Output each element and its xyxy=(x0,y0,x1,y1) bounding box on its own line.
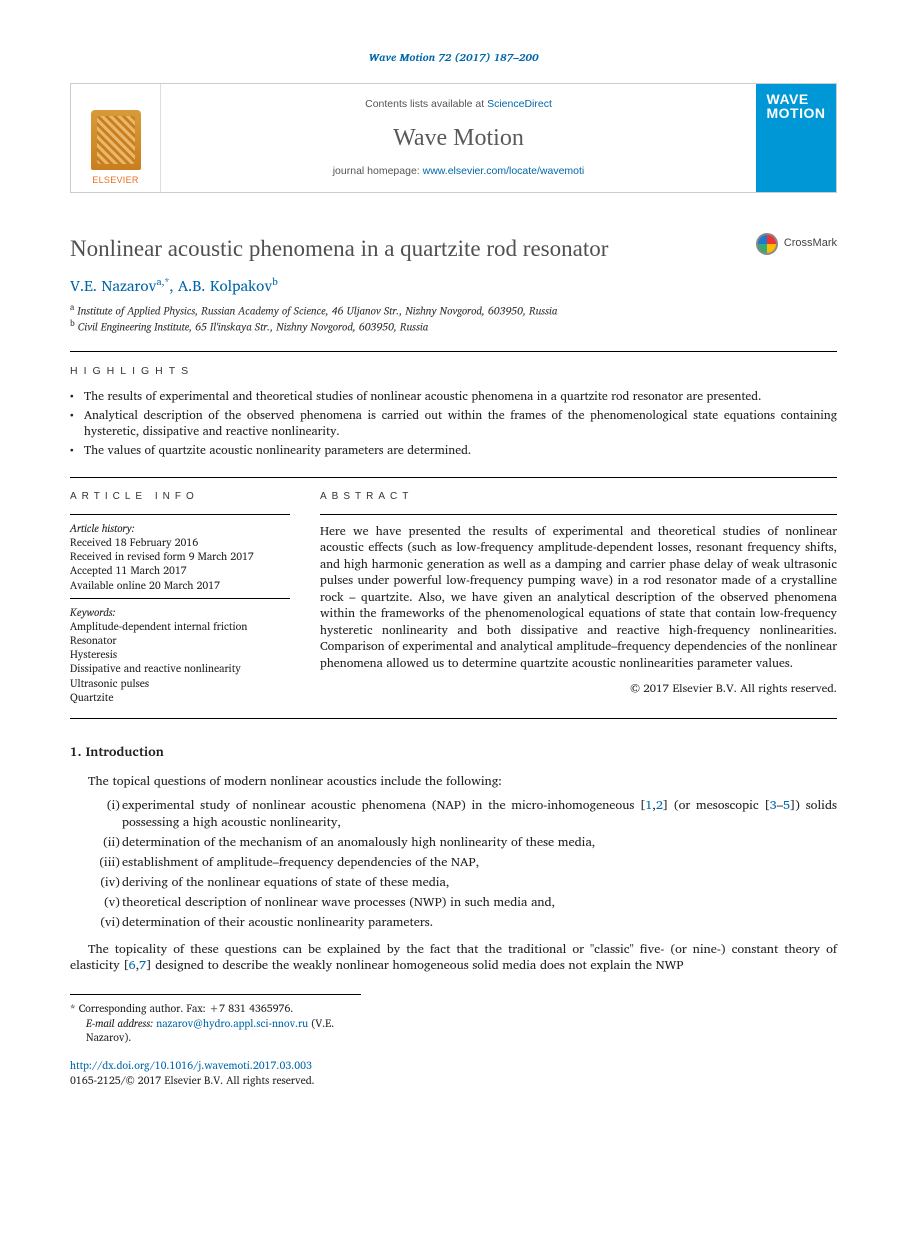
intro-para-2: The topicality of these questions can be… xyxy=(70,941,837,975)
history-online: Available online 20 March 2017 xyxy=(70,578,290,592)
keyword-item: Quartzite xyxy=(70,690,290,704)
para-text: ] designed to describe the weakly nonlin… xyxy=(146,955,683,975)
roman-numeral: (ii) xyxy=(94,834,120,851)
email-link[interactable]: nazarov@hydro.appl.sci-nnov.ru xyxy=(156,1014,308,1032)
li-text: theoretical description of nonlinear wav… xyxy=(122,892,555,912)
divider-rule xyxy=(70,477,837,478)
footnotes-block: * Corresponding author. Fax: +7 831 4365… xyxy=(70,994,361,1044)
cover-text-line2: MOTION xyxy=(767,106,826,120)
ref-link[interactable]: 6 xyxy=(129,955,136,975)
cover-text-line1: WAVE xyxy=(767,92,826,106)
abstract-rule xyxy=(320,514,837,515)
highlights-heading: HIGHLIGHTS xyxy=(70,364,837,378)
section-1-heading: 1. Introduction xyxy=(70,743,837,761)
abstract-text: Here we have presented the results of ex… xyxy=(320,523,837,671)
list-item: (ii)determination of the mechanism of an… xyxy=(94,834,837,851)
divider-rule xyxy=(70,351,837,352)
li-text: establishment of amplitude–frequency dep… xyxy=(122,852,479,872)
roman-numeral: (vi) xyxy=(94,914,120,931)
ref-link[interactable]: 5 xyxy=(783,795,790,815)
masthead-center: Contents lists available at ScienceDirec… xyxy=(161,84,756,192)
article-info-block: ARTICLE INFO Article history: Received 1… xyxy=(70,490,290,704)
intro-list: (i) experimental study of nonlinear acou… xyxy=(70,797,837,930)
list-item: (iii)establishment of amplitude–frequenc… xyxy=(94,854,837,871)
list-item: (i) experimental study of nonlinear acou… xyxy=(94,797,837,831)
crossmark-label: CrossMark xyxy=(784,236,837,251)
intro-lead-para: The topical questions of modern nonlinea… xyxy=(70,773,837,790)
ref-link[interactable]: 2 xyxy=(656,795,663,815)
citation-bar: Wave Motion 72 (2017) 187–200 xyxy=(70,50,837,65)
li-text: determination of their acoustic nonlinea… xyxy=(122,912,433,932)
divider-rule xyxy=(70,718,837,719)
homepage-line: journal homepage: www.elsevier.com/locat… xyxy=(161,164,756,178)
author-line: V.E. Nazarova,*, A.B. Kolpakovb xyxy=(70,276,837,296)
cover-text: WAVE MOTION xyxy=(767,92,826,120)
article-info-heading: ARTICLE INFO xyxy=(70,490,290,504)
highlight-item: The results of experimental and theoreti… xyxy=(70,389,837,405)
contents-lists-line: Contents lists available at ScienceDirec… xyxy=(161,97,756,111)
email-line: E-mail address: nazarov@hydro.appl.sci-n… xyxy=(70,1016,361,1044)
sciencedirect-link[interactable]: ScienceDirect xyxy=(487,98,552,110)
li-text: deriving of the nonlinear equations of s… xyxy=(122,872,449,892)
article-title: Nonlinear acoustic phenomena in a quartz… xyxy=(70,233,608,264)
highlight-item: Analytical description of the observed p… xyxy=(70,408,837,440)
highlight-item: The values of quartzite acoustic nonline… xyxy=(70,443,837,459)
homepage-link[interactable]: www.elsevier.com/locate/wavemoti xyxy=(423,165,585,177)
info-rule xyxy=(70,514,290,515)
issn-copyright-line: 0165-2125/© 2017 Elsevier B.V. All right… xyxy=(70,1073,837,1087)
ref-link[interactable]: 3 xyxy=(770,795,777,815)
author-2-affil-sup: b xyxy=(272,274,278,290)
journal-cover-thumb: WAVE MOTION xyxy=(756,84,836,192)
elsevier-tree-icon xyxy=(91,110,141,170)
publisher-logo-block: ELSEVIER xyxy=(71,84,161,192)
journal-masthead: ELSEVIER Contents lists available at Sci… xyxy=(70,83,837,193)
abstract-block: ABSTRACT Here we have presented the resu… xyxy=(320,490,837,704)
affil-b-text: Civil Engineering Institute, 65 Il'inska… xyxy=(75,317,428,335)
roman-numeral: (iv) xyxy=(94,874,120,891)
crossmark-badge[interactable]: CrossMark xyxy=(756,233,837,255)
abstract-heading: ABSTRACT xyxy=(320,490,837,504)
author-sep: , xyxy=(169,273,178,298)
lists-prefix: Contents lists available at xyxy=(365,98,487,110)
affiliation-b: b Civil Engineering Institute, 65 Il'ins… xyxy=(70,318,837,334)
publisher-name: ELSEVIER xyxy=(92,174,138,186)
author-2-link[interactable]: A.B. Kolpakov xyxy=(178,273,272,298)
list-item: (vi)determination of their acoustic nonl… xyxy=(94,914,837,931)
list-item: (v)theoretical description of nonlinear … xyxy=(94,894,837,911)
page-footer: http://dx.doi.org/10.1016/j.wavemoti.201… xyxy=(70,1058,837,1086)
title-row: Nonlinear acoustic phenomena in a quartz… xyxy=(70,233,837,264)
roman-numeral: (i) xyxy=(94,797,120,814)
crossmark-icon xyxy=(756,233,778,255)
homepage-prefix: journal homepage: xyxy=(333,165,423,177)
info-abstract-row: ARTICLE INFO Article history: Received 1… xyxy=(70,490,837,704)
roman-numeral: (iii) xyxy=(94,854,120,871)
li-text: determination of the mechanism of an ano… xyxy=(122,832,595,852)
info-rule xyxy=(70,598,290,599)
li-text: ] (or mesoscopic [ xyxy=(663,795,770,815)
roman-numeral: (v) xyxy=(94,894,120,911)
author-1-link[interactable]: V.E. Nazarov xyxy=(70,273,157,298)
highlights-list: The results of experimental and theoreti… xyxy=(70,389,837,460)
abstract-copyright: © 2017 Elsevier B.V. All rights reserved… xyxy=(320,681,837,697)
journal-title: Wave Motion xyxy=(161,122,756,154)
citation-link[interactable]: Wave Motion 72 (2017) 187–200 xyxy=(368,48,538,66)
affiliation-a: a Institute of Applied Physics, Russian … xyxy=(70,302,837,318)
list-item: (iv)deriving of the nonlinear equations … xyxy=(94,874,837,891)
